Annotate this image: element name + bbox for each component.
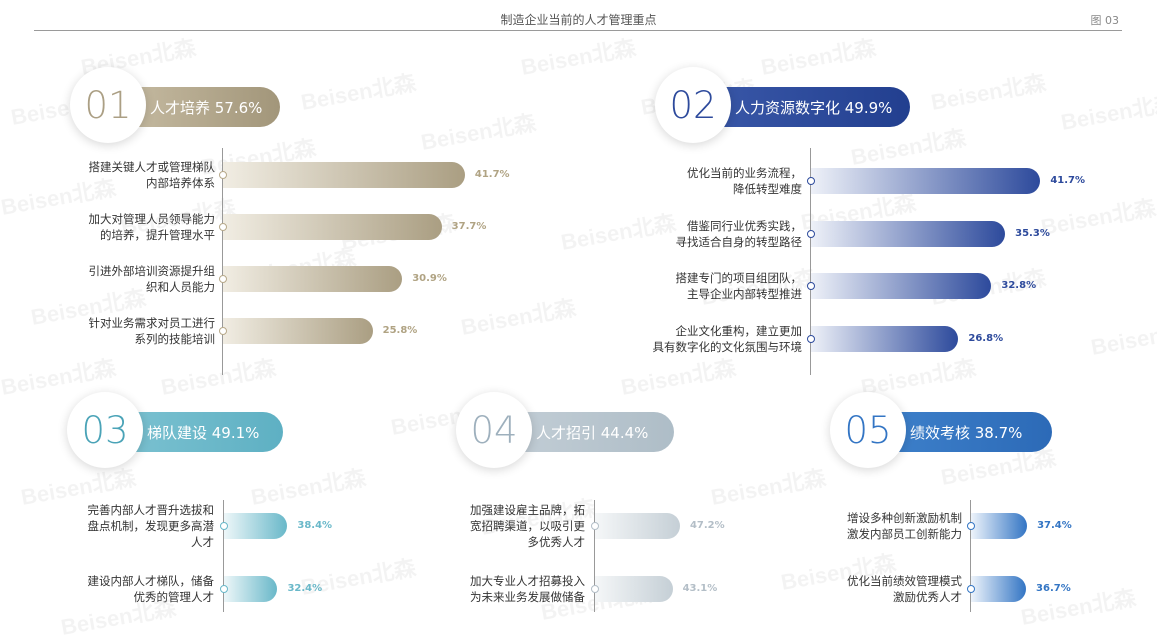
- category-label: 加强建设雇主品牌，拓 宽招聘渠道，以吸引更 多优秀人才: [470, 503, 585, 549]
- page-title: 制造企业当前的人才管理重点: [500, 13, 657, 27]
- bar: [223, 214, 442, 240]
- axis-dot: [218, 223, 227, 231]
- watermark-text: Beisen北森: [298, 65, 418, 117]
- category-label: 优化当前绩效管理模式 激励优秀人才: [847, 574, 962, 604]
- category-label: 建设内部人才梯队，储备 优秀的管理人才: [87, 574, 215, 604]
- bar: [595, 513, 680, 539]
- axis-dot: [590, 585, 599, 593]
- watermark-text: Beisen北森: [418, 105, 538, 157]
- chart-axis-line: [594, 500, 595, 612]
- data-label: 41.7%: [474, 169, 510, 180]
- watermark-text: Beisen北森: [518, 30, 638, 82]
- bar: [224, 576, 278, 602]
- data-label: 37.4%: [1037, 520, 1072, 531]
- bar: [223, 162, 465, 188]
- bar: [811, 325, 959, 352]
- category-label: 完善内部人才晋升选拔和 盘点机制，发现更多高潜 人才: [87, 503, 215, 549]
- bar: [223, 266, 403, 292]
- chart-axis-line: [222, 148, 223, 375]
- data-label: 32.4%: [287, 583, 323, 594]
- chart-title: 人才培养 57.6%: [150, 98, 263, 117]
- category-label: 增设多种创新激励机制 激发内部员工创新能力: [847, 511, 962, 541]
- category-label: 企业文化重构，建立更加 具有数字化的文化氛围与环境: [652, 323, 803, 354]
- header-rule: [34, 30, 1122, 31]
- category-label: 优化当前的业务流程， 降低转型难度: [687, 166, 802, 196]
- bar: [971, 576, 1027, 602]
- chart-axis-line: [970, 500, 971, 612]
- watermark-text: Beisen北森: [848, 120, 968, 172]
- axis-dot: [966, 585, 975, 593]
- bar: [971, 513, 1028, 539]
- data-label: 43.1%: [682, 583, 718, 594]
- watermark-text: Beisen北森: [708, 460, 828, 512]
- bar: [811, 273, 992, 299]
- section-number-badge: 05: [830, 392, 906, 468]
- axis-dot: [590, 522, 599, 530]
- data-label: 35.3%: [1015, 227, 1050, 239]
- data-label: 30.9%: [412, 273, 447, 284]
- axis-dot: [966, 522, 975, 530]
- watermark-text: Beisen北森: [458, 290, 578, 342]
- figure-number: 图 03: [1090, 14, 1120, 27]
- axis-dot: [219, 585, 228, 593]
- bar: [595, 576, 673, 602]
- chart-title: 人才招引 44.4%: [536, 423, 649, 442]
- data-label: 25.8%: [382, 325, 418, 336]
- axis-dot: [218, 171, 227, 179]
- axis-dot: [219, 522, 228, 530]
- axis-dot: [218, 275, 227, 283]
- category-label: 加大专业人才招募投入 为未来业务发展做储备: [470, 574, 585, 604]
- axis-dot: [806, 334, 815, 343]
- axis-dot: [806, 282, 815, 290]
- data-label: 47.2%: [689, 520, 725, 531]
- watermark-text: Beisen北森: [618, 350, 738, 402]
- watermark-text: Beisen北森: [248, 460, 368, 512]
- category-label: 借鉴同行业优秀实践， 寻找适合自身的转型路径: [675, 218, 803, 249]
- category-label: 引进外部培训资源提升组 织和人员能力: [88, 264, 216, 294]
- category-label: 搭建专门的项目组团队， 主导企业内部转型推进: [675, 271, 803, 301]
- data-label: 26.8%: [968, 332, 1004, 344]
- category-label: 加大对管理人员领导能力 的培养，提升管理水平: [88, 212, 216, 242]
- category-label: 搭建关键人才或管理梯队 内部培养体系: [88, 160, 216, 190]
- data-label: 36.7%: [1036, 583, 1071, 594]
- watermark-text: Beisen北森: [1058, 85, 1157, 137]
- section-number-badge: 03: [67, 392, 143, 468]
- data-label: 38.4%: [297, 520, 333, 531]
- axis-dot: [218, 327, 227, 335]
- chart-axis-line: [223, 500, 224, 612]
- chart-title: 人力资源数字化 49.9%: [735, 98, 893, 117]
- watermark-text: Beisen北森: [928, 65, 1048, 117]
- bar: [811, 220, 1006, 247]
- watermark-text: Beisen北森: [758, 30, 878, 82]
- category-label: 针对业务需求对员工进行 系列的技能培训: [88, 316, 216, 346]
- section-number-badge: 02: [655, 67, 731, 143]
- data-label: 37.7%: [451, 221, 487, 232]
- chart-title: 绩效考核 38.7%: [910, 423, 1023, 442]
- bar: [811, 168, 1041, 194]
- section-number-badge: 04: [456, 392, 532, 468]
- bar: [223, 318, 373, 344]
- axis-dot: [806, 177, 815, 185]
- data-label: 32.8%: [1001, 280, 1037, 291]
- watermark-text: Beisen北森: [1038, 190, 1157, 242]
- chart-title: 梯队建设 49.1%: [147, 423, 260, 442]
- data-label: 41.7%: [1050, 175, 1086, 186]
- bar: [224, 513, 288, 539]
- chart-axis-line: [810, 148, 811, 375]
- watermark-text: Beisen北森: [158, 350, 278, 402]
- section-number-badge: 01: [70, 67, 146, 143]
- watermark-text: Beisen北森: [1088, 310, 1157, 362]
- axis-dot: [806, 229, 815, 238]
